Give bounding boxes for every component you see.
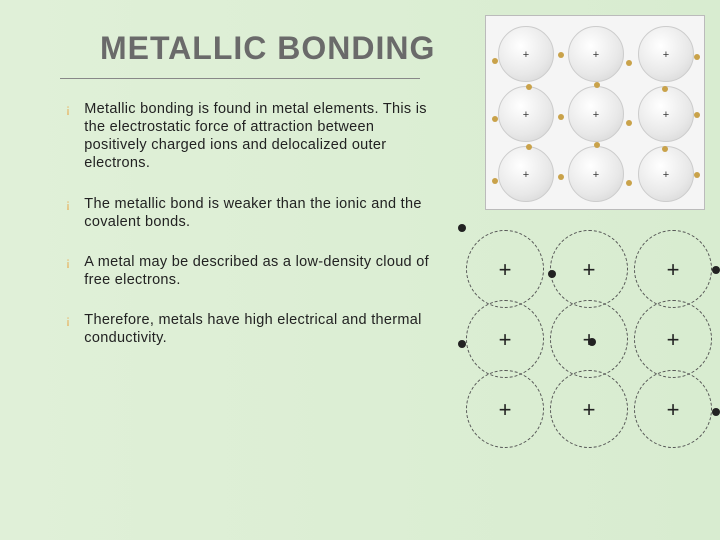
- list-item: ¡ Therefore, metals have high electrical…: [60, 311, 430, 347]
- ion-circle: +: [634, 300, 712, 378]
- list-item: ¡ A metal may be described as a low-dens…: [60, 253, 430, 289]
- electron-dot: [694, 172, 700, 178]
- electron-dot: [548, 270, 556, 278]
- ion-circle: +: [634, 370, 712, 448]
- electron-dot: [558, 52, 564, 58]
- ion-circle: +: [466, 230, 544, 308]
- ion-sphere: +: [638, 146, 694, 202]
- ion-sphere: +: [498, 86, 554, 142]
- bullet-list: ¡ Metallic bonding is found in metal ele…: [60, 100, 430, 369]
- list-item: ¡ Metallic bonding is found in metal ele…: [60, 100, 430, 173]
- bullet-icon: ¡: [66, 253, 70, 289]
- ion-sphere: +: [498, 26, 554, 82]
- ion-circle: +: [466, 300, 544, 378]
- top-lattice-diagram: +++++++++: [485, 15, 705, 210]
- electron-dot: [492, 178, 498, 184]
- ion-sphere: +: [638, 26, 694, 82]
- electron-dot: [626, 180, 632, 186]
- ion-sphere: +: [498, 146, 554, 202]
- ion-circle: +: [550, 230, 628, 308]
- ion-sphere: +: [568, 86, 624, 142]
- ion-sphere: +: [568, 146, 624, 202]
- bullet-text: Therefore, metals have high electrical a…: [84, 311, 430, 347]
- electron-dot: [712, 266, 720, 274]
- electron-dot: [458, 224, 466, 232]
- bullet-text: The metallic bond is weaker than the ion…: [84, 195, 430, 231]
- page-title: METALLIC BONDING: [100, 30, 435, 67]
- electron-dot: [458, 340, 466, 348]
- bullet-icon: ¡: [66, 100, 70, 173]
- electron-dot: [694, 112, 700, 118]
- bottom-lattice-diagram: +++++++++: [458, 230, 720, 450]
- electron-dot: [662, 146, 668, 152]
- electron-dot: [588, 338, 596, 346]
- electron-dot: [526, 84, 532, 90]
- electron-dot: [626, 120, 632, 126]
- electron-dot: [526, 144, 532, 150]
- electron-dot: [662, 86, 668, 92]
- ion-circle: +: [550, 370, 628, 448]
- bullet-icon: ¡: [66, 311, 70, 347]
- bullet-text: Metallic bonding is found in metal eleme…: [84, 100, 430, 173]
- bullet-icon: ¡: [66, 195, 70, 231]
- electron-dot: [492, 58, 498, 64]
- list-item: ¡ The metallic bond is weaker than the i…: [60, 195, 430, 231]
- electron-dot: [712, 408, 720, 416]
- electron-dot: [492, 116, 498, 122]
- ion-sphere: +: [568, 26, 624, 82]
- electron-dot: [558, 114, 564, 120]
- title-underline: [60, 78, 420, 79]
- ion-circle: +: [466, 370, 544, 448]
- bullet-text: A metal may be described as a low-densit…: [84, 253, 430, 289]
- electron-dot: [594, 82, 600, 88]
- electron-dot: [626, 60, 632, 66]
- electron-dot: [694, 54, 700, 60]
- electron-dot: [558, 174, 564, 180]
- electron-dot: [594, 142, 600, 148]
- ion-sphere: +: [638, 86, 694, 142]
- ion-circle: +: [634, 230, 712, 308]
